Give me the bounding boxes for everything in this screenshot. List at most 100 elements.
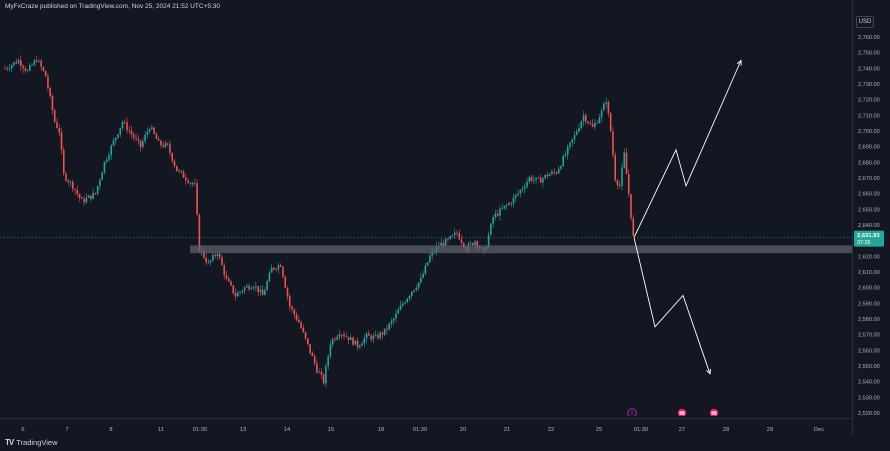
- candle-body: [221, 257, 223, 266]
- candle-body: [603, 103, 605, 111]
- candle-body: [585, 115, 587, 122]
- candle-body: [87, 195, 90, 198]
- time-tick-label: 7: [65, 427, 68, 433]
- candle-body: [144, 134, 146, 142]
- candle-body: [582, 115, 585, 122]
- candle-body: [49, 88, 51, 97]
- bearish-projection-path[interactable]: [633, 237, 711, 374]
- candle-body: [605, 102, 607, 104]
- candle-body: [203, 251, 205, 258]
- candle-body: [352, 337, 354, 345]
- candle-body: [329, 344, 332, 357]
- candle-body: [381, 332, 384, 335]
- candle-body: [560, 166, 562, 169]
- candle-body: [101, 172, 103, 180]
- candle-body: [20, 60, 22, 67]
- candle-body: [123, 121, 126, 123]
- time-tick-label: 11: [158, 427, 164, 433]
- candle-body: [44, 70, 47, 77]
- candle-body: [609, 113, 612, 132]
- candle-body: [591, 123, 594, 127]
- candle-body: [148, 129, 151, 132]
- time-tick-label: 21: [504, 427, 510, 433]
- key-zone-band[interactable]: [190, 245, 852, 254]
- time-tick-label: 25: [596, 427, 602, 433]
- price-tick-label: 2,720.00: [858, 98, 880, 104]
- candle-body: [282, 266, 284, 277]
- candle-body: [42, 66, 45, 71]
- tradingview-logo[interactable]: TV TradingView: [5, 438, 58, 447]
- candle-body: [614, 154, 616, 181]
- candle-body: [135, 137, 137, 139]
- candle-body: [187, 180, 189, 183]
- candle-body: [128, 130, 131, 132]
- candle-body: [460, 239, 463, 243]
- candle-body: [372, 335, 375, 340]
- candle-body: [53, 110, 56, 122]
- candle-body: [349, 337, 352, 341]
- currency-label[interactable]: USD: [856, 16, 874, 28]
- candle-body: [395, 313, 397, 319]
- candle-body: [508, 203, 510, 205]
- time-tick-label: 14: [284, 427, 291, 433]
- candle-body: [548, 174, 551, 177]
- candle-body: [275, 269, 277, 271]
- candle-body: [469, 242, 472, 245]
- time-axis[interactable]: 6 7 8 11 01:30 13 14 15 18 01:30 20 21 22 25 01:30 27 28…: [0, 418, 852, 436]
- price-chart[interactable]: [0, 14, 852, 416]
- candle-body: [74, 188, 76, 191]
- candle-body: [241, 290, 244, 292]
- candle-body: [444, 238, 447, 246]
- candle-body: [26, 70, 29, 72]
- candle-body: [166, 143, 169, 145]
- current-price-badge[interactable]: [854, 230, 884, 247]
- candle-body: [390, 320, 393, 324]
- candle-body: [505, 204, 508, 206]
- candle-body: [291, 306, 293, 310]
- candle-body: [327, 356, 329, 367]
- candle-body: [76, 190, 79, 194]
- price-tick-label: 2,750.00: [858, 51, 880, 57]
- candle-body: [544, 174, 546, 179]
- time-tick-label: 28: [723, 427, 729, 433]
- candle-body: [426, 262, 429, 266]
- candle-body: [440, 242, 442, 247]
- candle-body: [65, 173, 67, 181]
- current-price-countdown: 37:26: [857, 240, 871, 246]
- candle-body: [512, 197, 515, 204]
- candle-body: [230, 281, 232, 286]
- price-tick-label: 2,710.00: [858, 113, 880, 119]
- candle-body: [528, 177, 531, 182]
- price-axis[interactable]: 2,760.00 2,750.00 2,740.00 2,730.00 2,720.00…: [852, 0, 890, 435]
- current-price-value: 2,631.93: [857, 233, 880, 239]
- candle-body: [424, 265, 427, 274]
- candle-body: [379, 332, 381, 339]
- candle-body: [259, 289, 262, 293]
- candle-body: [151, 127, 153, 130]
- tradingview-brand: TradingView: [16, 438, 58, 447]
- time-tick-label: 18: [378, 427, 384, 433]
- candle-body: [196, 183, 198, 215]
- candle-body: [191, 182, 194, 184]
- candle-body: [92, 192, 94, 199]
- candle-body: [246, 285, 248, 288]
- price-tick-label: 2,560.00: [858, 348, 880, 354]
- price-tick-label: 2,730.00: [858, 82, 880, 88]
- candle-body: [180, 170, 183, 172]
- candle-body: [33, 60, 36, 65]
- price-tick-label: 2,570.00: [858, 333, 880, 339]
- candle-body: [474, 241, 476, 245]
- price-tick-label: 2,520.00: [858, 411, 880, 417]
- price-tick-label: 2,680.00: [858, 160, 880, 166]
- candle-body: [8, 68, 11, 70]
- bullish-projection-path[interactable]: [633, 60, 742, 238]
- candle-body: [264, 290, 266, 296]
- candle-body: [185, 177, 187, 181]
- candle-body: [139, 140, 142, 148]
- candle-body: [85, 197, 88, 203]
- candle-body: [616, 180, 619, 185]
- candle-body: [462, 242, 465, 248]
- candle-body: [429, 255, 431, 263]
- candle-body: [99, 179, 101, 186]
- candle-body: [207, 262, 210, 264]
